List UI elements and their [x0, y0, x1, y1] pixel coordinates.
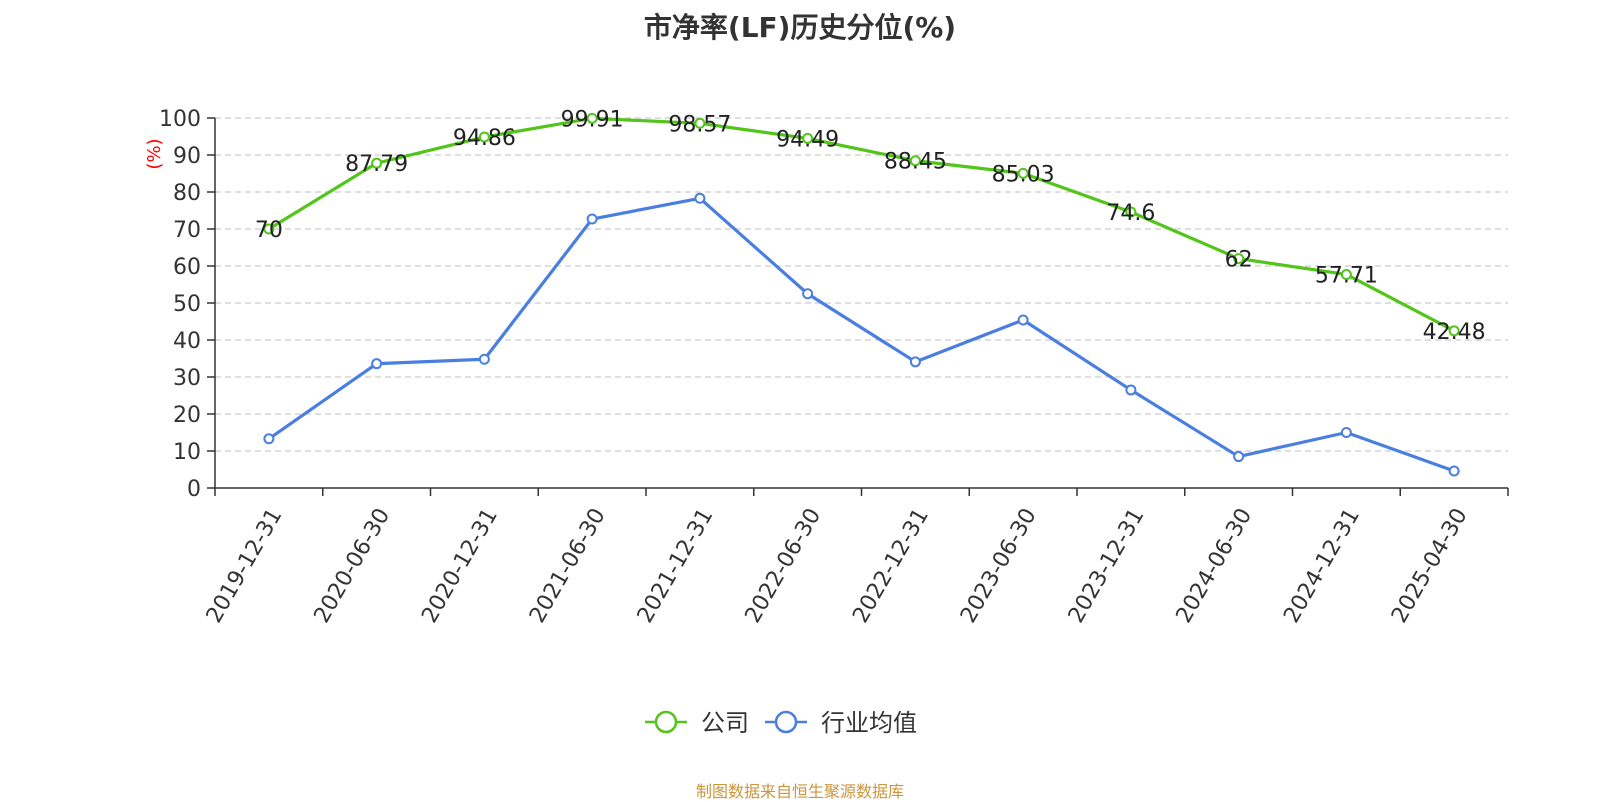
- source-note: 制图数据来自恒生聚源数据库: [695, 782, 904, 801]
- legend-label: 行业均值: [821, 709, 917, 737]
- data-point: [909, 155, 921, 167]
- data-label: 74.6: [1106, 201, 1155, 226]
- y-tick-label: 10: [173, 440, 201, 465]
- data-label: 57.71: [1315, 263, 1378, 288]
- data-point: [1233, 451, 1245, 463]
- x-tick-label: 2019-12-31: [202, 504, 288, 627]
- series-lines: [263, 112, 1460, 477]
- legend-item[interactable]: 行业均值: [765, 709, 917, 737]
- data-point: [371, 358, 383, 370]
- chart-title: 市净率(LF)历史分位(%): [643, 11, 957, 44]
- data-point: [1340, 268, 1352, 280]
- y-axis-label: (%): [144, 138, 165, 169]
- data-label: 88.45: [884, 150, 947, 175]
- legend-marker: [774, 710, 798, 734]
- data-label: 87.79: [345, 152, 408, 177]
- data-point: [802, 132, 814, 144]
- data-point: [263, 223, 275, 235]
- data-point: [1017, 314, 1029, 326]
- data-point: [802, 288, 814, 300]
- grid-lines: [215, 117, 1508, 452]
- y-tick-label: 80: [173, 181, 201, 206]
- data-point: [1125, 384, 1137, 396]
- line-chart: 0 10 20 30 40 50 60 70 80 90 100 (%) 2019-12-31 2020-…: [144, 107, 1509, 737]
- data-label: 98.57: [668, 112, 731, 137]
- x-tick-label: 2022-06-30: [741, 504, 827, 627]
- axes: 0 10 20 30 40 50 60 70 80 90 100 (%) 2019-12-31 2020-…: [144, 107, 1509, 627]
- data-labels: 70 87.79 94.86 99.91 98.57 94.49 88.45 85.03 74.…: [255, 107, 1486, 344]
- data-point: [371, 157, 383, 169]
- y-tick-label: 40: [173, 329, 201, 354]
- y-tick-label: 30: [173, 366, 201, 391]
- data-label: 94.49: [776, 127, 839, 152]
- data-point: [1340, 427, 1352, 438]
- legend-label: 公司: [701, 709, 749, 737]
- x-tick-label: 2024-12-31: [1279, 504, 1365, 627]
- series-line: [268, 116, 1455, 333]
- y-tick-label: 100: [159, 107, 201, 132]
- data-point: [478, 131, 490, 143]
- y-tick-label: 90: [173, 144, 201, 169]
- x-tick-label: 2023-06-30: [956, 504, 1042, 627]
- data-label: 70: [255, 218, 283, 243]
- y-tick-label: 70: [173, 218, 201, 243]
- x-tick-label: 2023-12-31: [1064, 504, 1150, 627]
- data-label: 94.86: [453, 126, 516, 151]
- data-point: [909, 356, 921, 368]
- y-tick-label: 0: [187, 477, 201, 502]
- x-tick-label: 2022-12-31: [848, 504, 934, 627]
- data-point: [263, 433, 275, 445]
- legend-marker: [654, 710, 678, 734]
- data-label: 85.03: [992, 162, 1055, 187]
- data-point: [586, 213, 598, 225]
- y-tick-label: 60: [173, 255, 201, 280]
- legend-item[interactable]: 公司: [645, 709, 749, 737]
- x-tick-label: 2024-06-30: [1172, 504, 1258, 627]
- data-point: [694, 192, 706, 204]
- x-tick-label: 2021-12-31: [633, 504, 719, 627]
- data-label: 42.48: [1423, 320, 1486, 345]
- x-tick-label: 2025-04-30: [1387, 504, 1473, 627]
- data-point: [586, 112, 598, 124]
- data-point: [1448, 325, 1460, 337]
- x-tick-label: 2021-06-30: [525, 504, 611, 627]
- legend[interactable]: 公司 行业均值: [645, 709, 917, 737]
- x-tick-label: 2020-12-31: [417, 504, 503, 627]
- y-tick-label: 20: [173, 403, 201, 428]
- data-label: 99.91: [561, 107, 624, 132]
- data-point: [1448, 465, 1460, 477]
- data-point: [1017, 167, 1029, 179]
- data-point: [1233, 253, 1245, 265]
- data-point: [1125, 206, 1137, 218]
- series-line: [267, 196, 1455, 473]
- y-tick-label: 50: [173, 292, 201, 317]
- x-tick-label: 2020-06-30: [310, 504, 396, 627]
- data-label: 62: [1225, 248, 1253, 273]
- data-point: [694, 117, 706, 129]
- data-point: [478, 353, 490, 365]
